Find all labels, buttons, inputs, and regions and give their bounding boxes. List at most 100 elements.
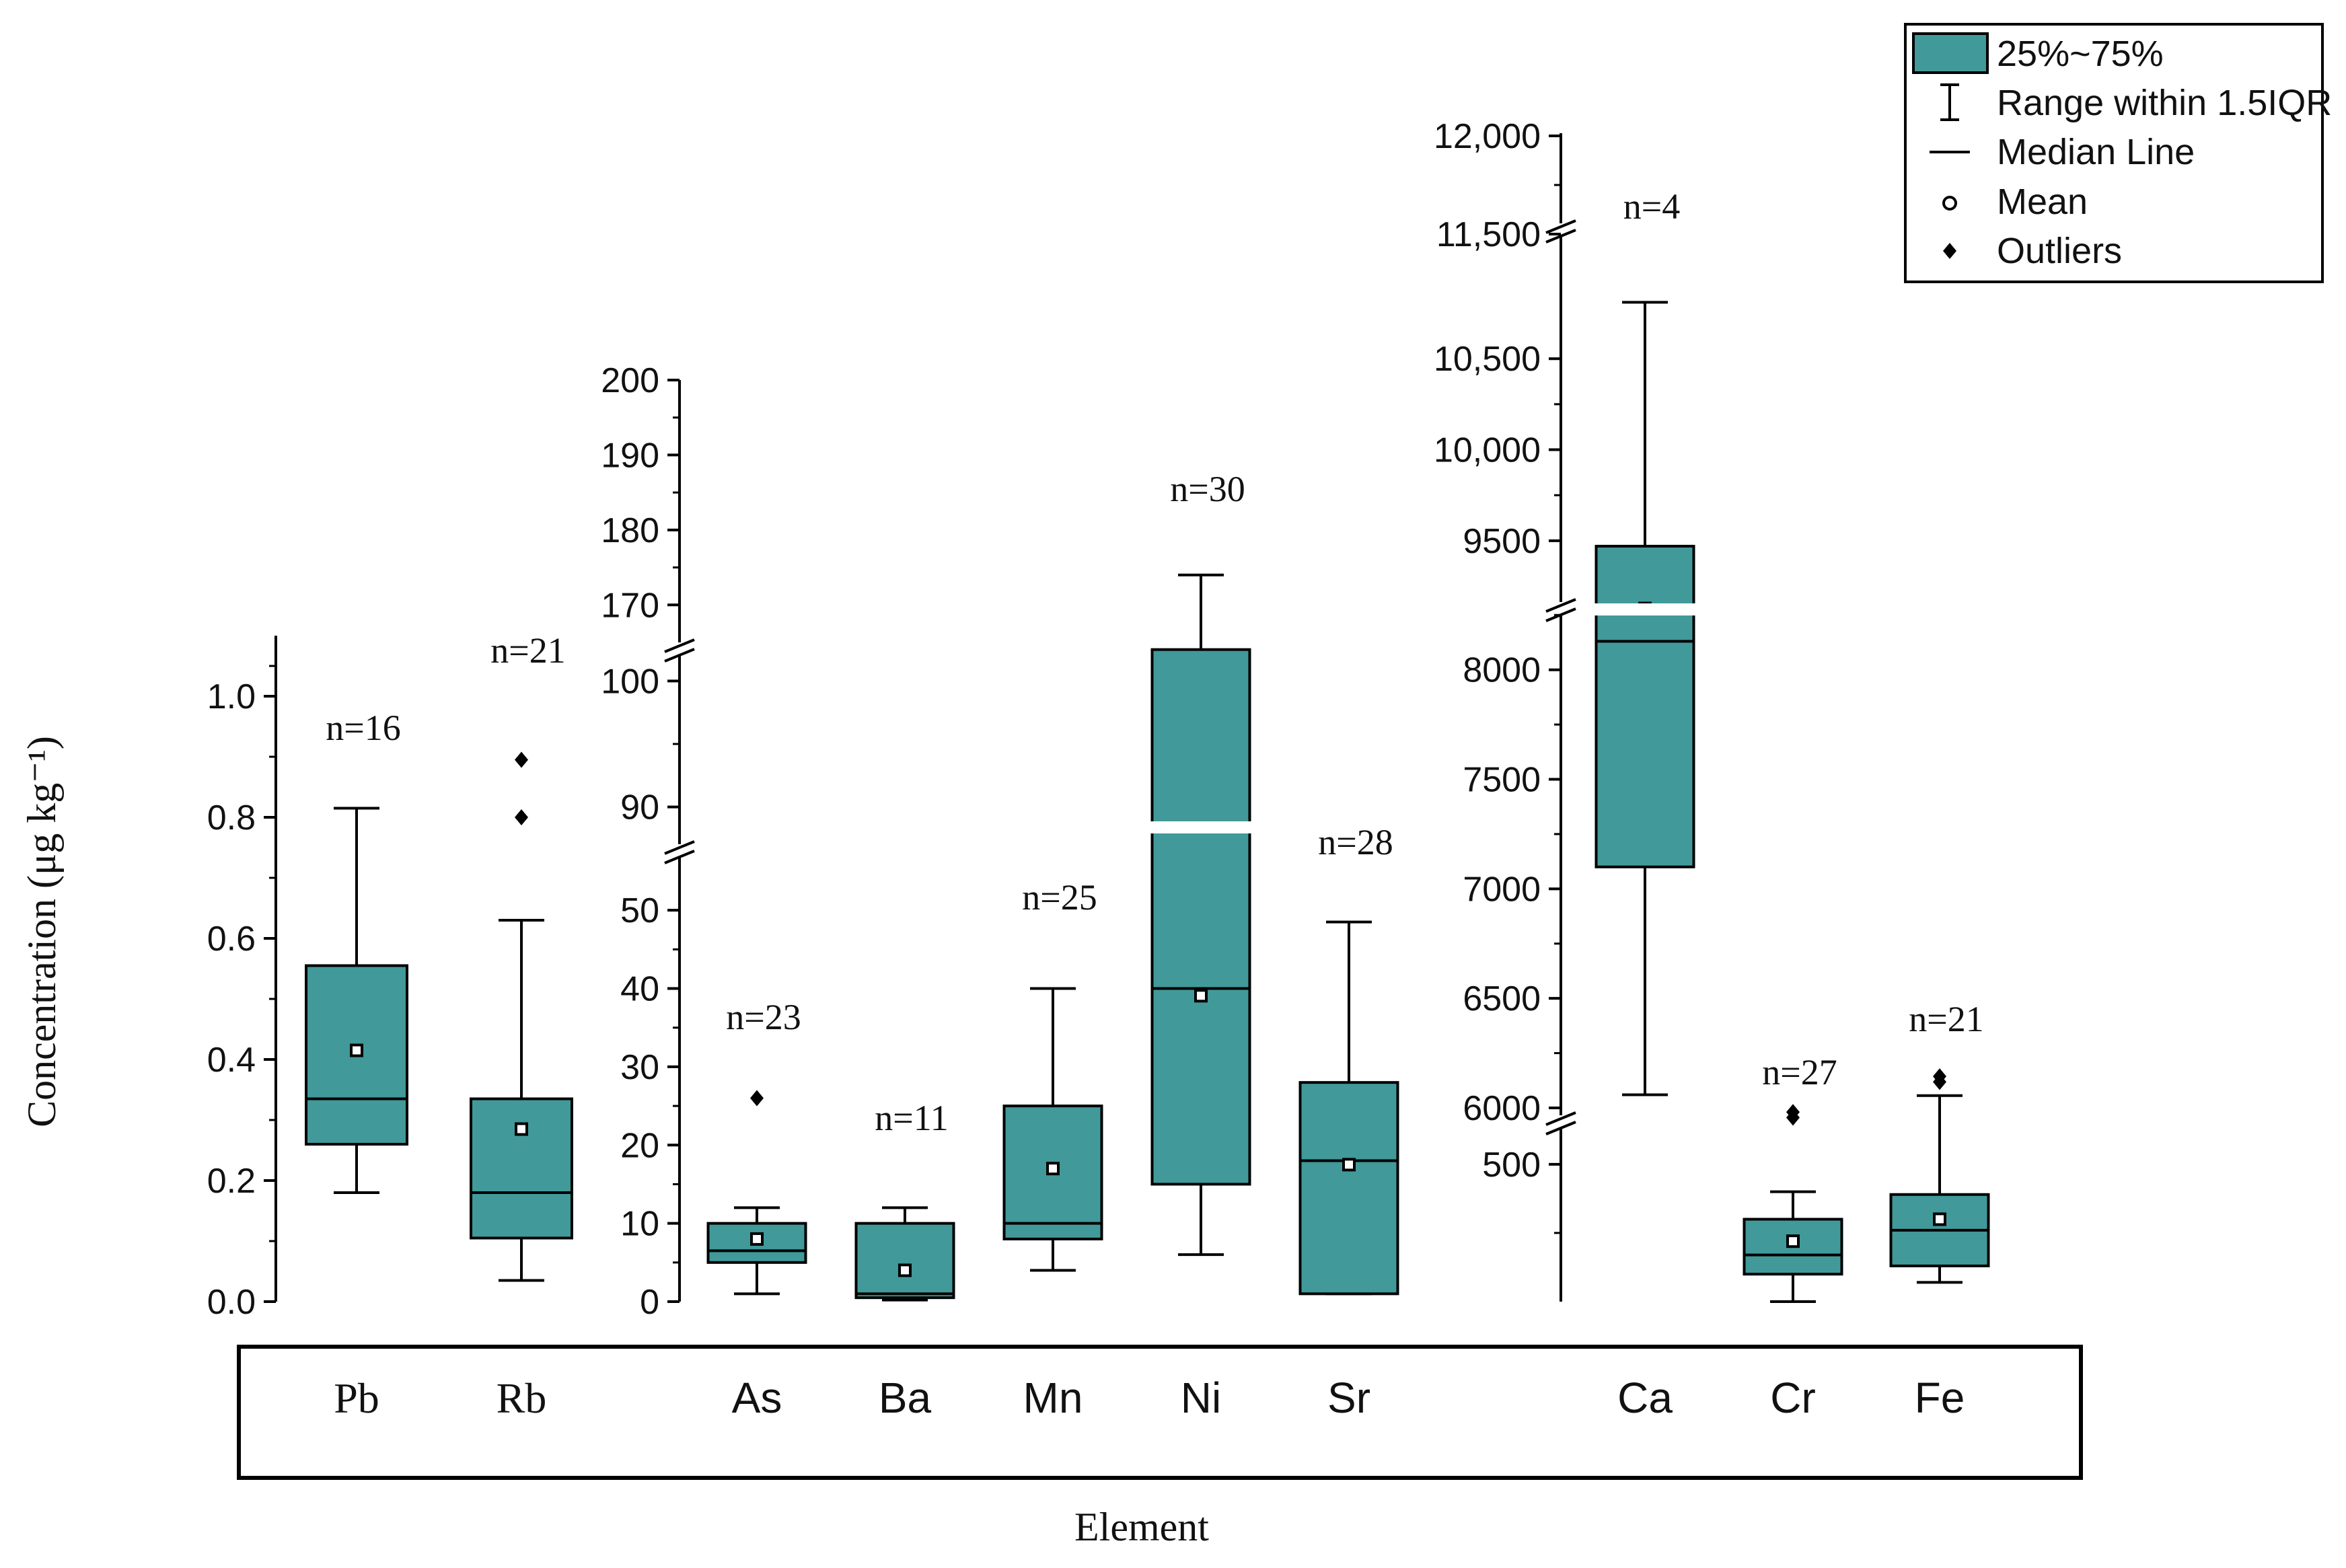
legend-item-label: 25%~75%: [1997, 34, 2164, 74]
outlier-marker: [1933, 1068, 1946, 1085]
category-label-ni: Ni: [1181, 1374, 1221, 1422]
y-tick-label: 50: [620, 891, 659, 930]
category-label-ca: Ca: [1617, 1374, 1673, 1422]
box-pb: n=16: [305, 708, 408, 1194]
y-tick-label: 6000: [1463, 1089, 1541, 1128]
x-axis-title: Element: [1074, 1505, 1209, 1549]
y-tick-label: 10,500: [1434, 340, 1541, 379]
box-as: n=23: [706, 997, 807, 1296]
sample-size-label: n=16: [326, 708, 400, 748]
legend-box-swatch: [1912, 32, 1989, 74]
y-tick-label: 1.0: [207, 677, 256, 716]
category-label-pb: Pb: [334, 1374, 379, 1422]
y-tick-label: 0.6: [207, 920, 256, 959]
category-label-ba: Ba: [879, 1374, 932, 1422]
mean-marker: [350, 1043, 363, 1057]
outlier-marker: [515, 809, 528, 825]
category-label-sr: Sr: [1327, 1374, 1370, 1422]
sample-size-label: n=30: [1170, 469, 1245, 509]
legend-item-label: Median Line: [1997, 132, 2195, 172]
mean-marker: [1194, 989, 1208, 1003]
axis-break-mark: [1545, 1121, 1576, 1135]
category-label-cr: Cr: [1770, 1374, 1816, 1422]
iqr-box: [854, 1222, 955, 1300]
mean-marker: [750, 1232, 764, 1246]
box-ni: n=30: [1150, 469, 1251, 1257]
legend-item-label: Outliers: [1997, 231, 2122, 271]
iqr-box: [1594, 544, 1695, 868]
box-ba: n=11: [854, 1098, 955, 1302]
y-tick-label: 0.4: [207, 1041, 256, 1080]
y-tick-label: 20: [620, 1126, 659, 1165]
sample-size-label: n=27: [1762, 1052, 1837, 1092]
y-tick-label: 10,000: [1434, 431, 1541, 470]
axis-break-mark: [664, 638, 695, 653]
sample-size-label: n=23: [726, 997, 801, 1037]
y-tick-label: 6500: [1463, 979, 1541, 1018]
box-rb: n=21: [470, 630, 573, 1282]
iqr-box: [470, 1097, 573, 1240]
box-cr: n=27: [1743, 1052, 1843, 1303]
y-tick-label: 100: [601, 662, 659, 701]
box-sr: n=28: [1298, 822, 1399, 1296]
legend: 25%~75% Range within 1.5IQR Median Line Mea…: [1904, 23, 2332, 283]
y-tick-label: 12,000: [1434, 117, 1541, 156]
y-tick-label: 90: [620, 788, 659, 827]
sample-size-label: n=11: [875, 1098, 948, 1138]
y-tick-label: 30: [620, 1048, 659, 1087]
y-tick-label: 0.8: [207, 798, 256, 837]
axis-break-mark: [1545, 229, 1576, 244]
axis-break-gap: [1593, 603, 1697, 615]
y-tick-label: 8000: [1463, 651, 1541, 690]
axis-break-mark: [1545, 1111, 1576, 1126]
iqr-box: [1298, 1081, 1399, 1296]
box-ca: n=4: [1594, 186, 1695, 1096]
sample-size-label: n=25: [1022, 877, 1097, 918]
y-tick-label: 9500: [1463, 522, 1541, 561]
box-mn: n=25: [1002, 877, 1103, 1272]
panel-1: 0.0 0.2 0.4 0.6 0.8 1.0 n=16 Pb n=21 Rb: [207, 630, 573, 1422]
panel-2: 0 10 20 30 40 50 90 100 170 180 190 200 n=23 As n=11 Ba…: [601, 361, 1399, 1422]
mean-marker: [1786, 1234, 1800, 1248]
category-label-as: As: [732, 1374, 782, 1422]
mean-marker: [515, 1122, 528, 1136]
axis-break-mark: [1545, 598, 1576, 613]
mean-marker: [1933, 1212, 1946, 1226]
mean-marker: [1046, 1162, 1060, 1176]
sample-size-label: n=21: [1909, 999, 1983, 1039]
axis-break-mark: [664, 850, 695, 864]
y-tick-label: 7500: [1463, 761, 1541, 800]
y-tick-label: 40: [620, 970, 659, 1009]
y-tick-label: 500: [1482, 1146, 1541, 1185]
iqr-box: [1150, 648, 1251, 1186]
axis-break-mark: [664, 648, 695, 663]
box-fe: n=21: [1889, 999, 1990, 1284]
y-tick-label: 0.0: [207, 1283, 256, 1322]
mean-marker: [898, 1263, 912, 1277]
panel-3: 500 6000 6500 7000 7500 8000 9500 10,000 10,500 1…: [1434, 117, 1990, 1422]
axis-break-mark: [1545, 219, 1576, 234]
axis-break-gap: [1149, 821, 1253, 833]
y-tick-label: 0: [640, 1283, 659, 1322]
y-tick-label: 10: [620, 1205, 659, 1244]
y-axis-title: Concentration (μg kg⁻¹): [20, 736, 64, 1127]
category-label-mn: Mn: [1023, 1374, 1083, 1422]
outlier-marker: [515, 751, 528, 768]
category-label-rb: Rb: [497, 1374, 547, 1422]
y-tick-label: 11,500: [1436, 215, 1541, 254]
y-tick-label: 7000: [1463, 870, 1541, 909]
outlier-marker: [750, 1090, 764, 1107]
mean-marker: [1342, 1158, 1356, 1172]
sample-size-label: n=28: [1318, 822, 1393, 862]
legend-item-label: Range within 1.5IQR: [1997, 83, 2332, 123]
y-tick-label: 190: [601, 436, 659, 475]
legend-outlier-symbol: [1943, 243, 1956, 259]
sample-size-label: n=21: [490, 630, 565, 671]
outlier-marker: [1786, 1104, 1800, 1121]
y-tick-label: 170: [601, 586, 659, 625]
legend-item-label: Mean: [1997, 182, 2088, 222]
axis-break-mark: [664, 840, 695, 855]
legend-mean-symbol: [1942, 196, 1957, 211]
category-label-fe: Fe: [1915, 1374, 1965, 1422]
